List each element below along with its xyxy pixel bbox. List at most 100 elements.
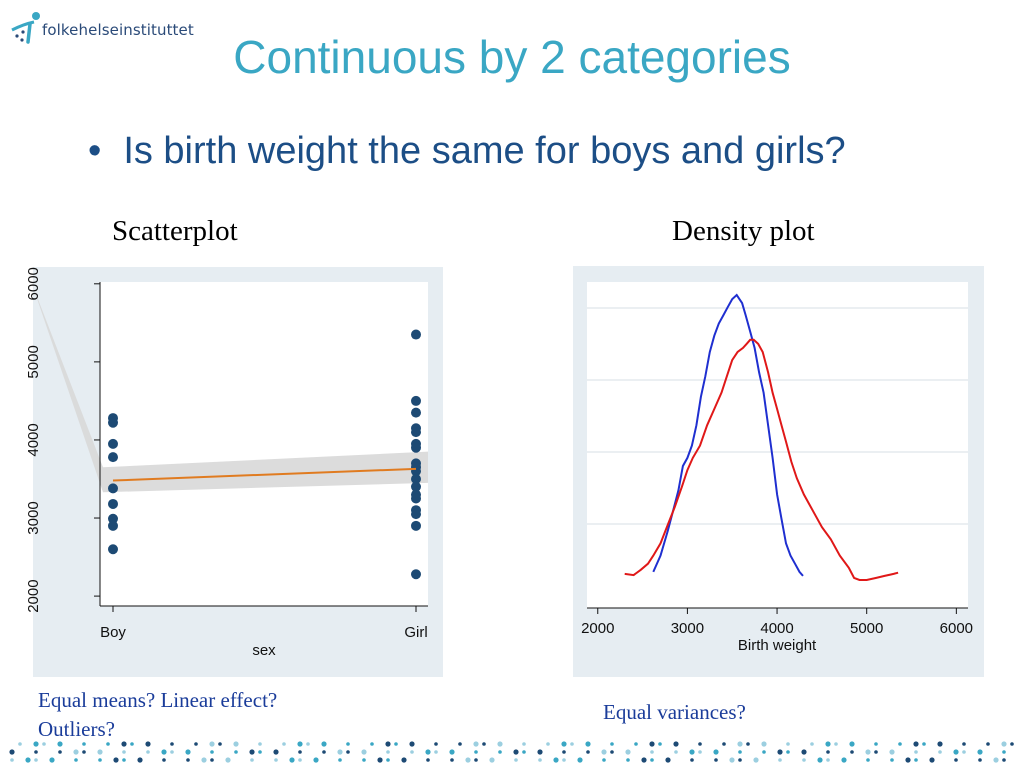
density-plot-chart: 2000 3000 4000 5000 6000 Birth weight: [573, 266, 984, 677]
footer-dot: [698, 750, 702, 754]
plot-area: [587, 282, 968, 608]
footer-dot: [625, 749, 631, 755]
footer-dot: [434, 750, 438, 754]
footer-dot: [249, 749, 255, 755]
footer-dot: [753, 757, 759, 763]
footer-dot: [777, 749, 783, 755]
scatter-caption: Equal means? Linear effect? Outliers?: [38, 686, 277, 744]
footer-dot: [649, 741, 655, 747]
footer-dot: [346, 750, 350, 754]
bullet-text: Is birth weight the same for boys and gi…: [123, 130, 846, 172]
footer-dot: [498, 750, 502, 754]
footer-dot: [113, 757, 119, 763]
footer-dot: [889, 749, 895, 755]
footer-dot: [170, 750, 174, 754]
data-point: [108, 498, 118, 509]
footer-dot: [954, 758, 958, 762]
data-point: [411, 473, 421, 484]
logo-mark-icon: [11, 12, 40, 44]
footer-dot: [786, 750, 790, 754]
y-tick-label: 4000: [25, 423, 42, 456]
footer-dot: [233, 741, 239, 747]
fit-line: [112, 467, 417, 482]
footer-dot: [890, 758, 894, 762]
footer-dot: [274, 758, 278, 762]
footer-dot: [585, 741, 591, 747]
footer-dot: [866, 758, 870, 762]
footer-dot: [874, 742, 878, 746]
footer-dot: [361, 749, 367, 755]
caption-line: Outliers?: [38, 717, 115, 741]
x-axis-label: Birth weight: [738, 637, 817, 654]
footer-dot: [962, 742, 966, 746]
footer-dot: [850, 750, 854, 754]
footer-dot: [738, 750, 742, 754]
footer-dot: [737, 741, 743, 747]
footer-dot: [514, 758, 518, 762]
footer-dot: [209, 741, 215, 747]
data-point: [108, 417, 118, 428]
data-point: [108, 520, 118, 531]
footer-dot: [322, 750, 326, 754]
footer-dot: [826, 750, 830, 754]
footer-dot: [121, 741, 127, 747]
footer-dot: [826, 758, 830, 762]
footer-dot: [450, 758, 454, 762]
footer-dot: [97, 749, 103, 755]
footer-dot: [610, 750, 614, 754]
footer-dot: [170, 742, 174, 746]
footer-dot: [938, 750, 942, 754]
footer-dot: [937, 741, 943, 747]
footer-dot: [738, 758, 742, 762]
footer-dot: [634, 742, 638, 746]
footer-dot: [561, 741, 567, 747]
footer-dot: [321, 741, 327, 747]
footer-dot: [977, 749, 983, 755]
footer-dot: [122, 758, 126, 762]
footer-dot: [146, 750, 150, 754]
data-point: [411, 442, 421, 453]
footer-dot: [409, 741, 415, 747]
x-tick-label: 3000: [671, 620, 704, 637]
footer-dot: [49, 757, 55, 763]
footer-dot: [1010, 742, 1014, 746]
footer-dot: [161, 749, 167, 755]
footer-dot: [73, 749, 79, 755]
footer-dot: [522, 750, 526, 754]
footer-dot: [74, 758, 78, 762]
footer-dot: [34, 750, 38, 754]
footer-dot: [130, 742, 134, 746]
footer-dot: [225, 757, 231, 763]
footer-dot: [194, 742, 198, 746]
footer-dot: [1002, 750, 1006, 754]
footer-dot: [482, 742, 486, 746]
footer-dot: [537, 749, 543, 755]
footer-dot: [601, 749, 607, 755]
footer-dot: [474, 750, 478, 754]
footer-dot: [817, 757, 823, 763]
footer-dot: [778, 758, 782, 762]
footer-dot: [474, 758, 478, 762]
footer-dot: [962, 750, 966, 754]
y-tick-label: 2000: [25, 579, 42, 612]
footer-dot: [849, 741, 855, 747]
footer-dot: [562, 750, 566, 754]
footer-dot: [370, 742, 374, 746]
footer-dot: [385, 741, 391, 747]
scatterplot-heading: Scatterplot: [112, 215, 238, 247]
x-tick-label: 5000: [850, 620, 883, 637]
footer-dot: [425, 749, 431, 755]
footer-dot: [18, 742, 22, 746]
footer-dot: [513, 749, 519, 755]
footer-dot: [377, 757, 383, 763]
caption-line: Equal means? Linear effect?: [38, 688, 278, 712]
footer-dot: [106, 742, 110, 746]
girl-density-line: [624, 338, 899, 581]
footer-dot: [386, 750, 390, 754]
footer-dot: [914, 750, 918, 754]
data-point: [411, 395, 421, 406]
scatterplot-chart: 2000 3000 4000 5000 6000 Boy Girl sex: [25, 267, 443, 677]
data-point: [411, 493, 421, 504]
footer-dot: [137, 757, 143, 763]
footer-dot: [82, 750, 86, 754]
